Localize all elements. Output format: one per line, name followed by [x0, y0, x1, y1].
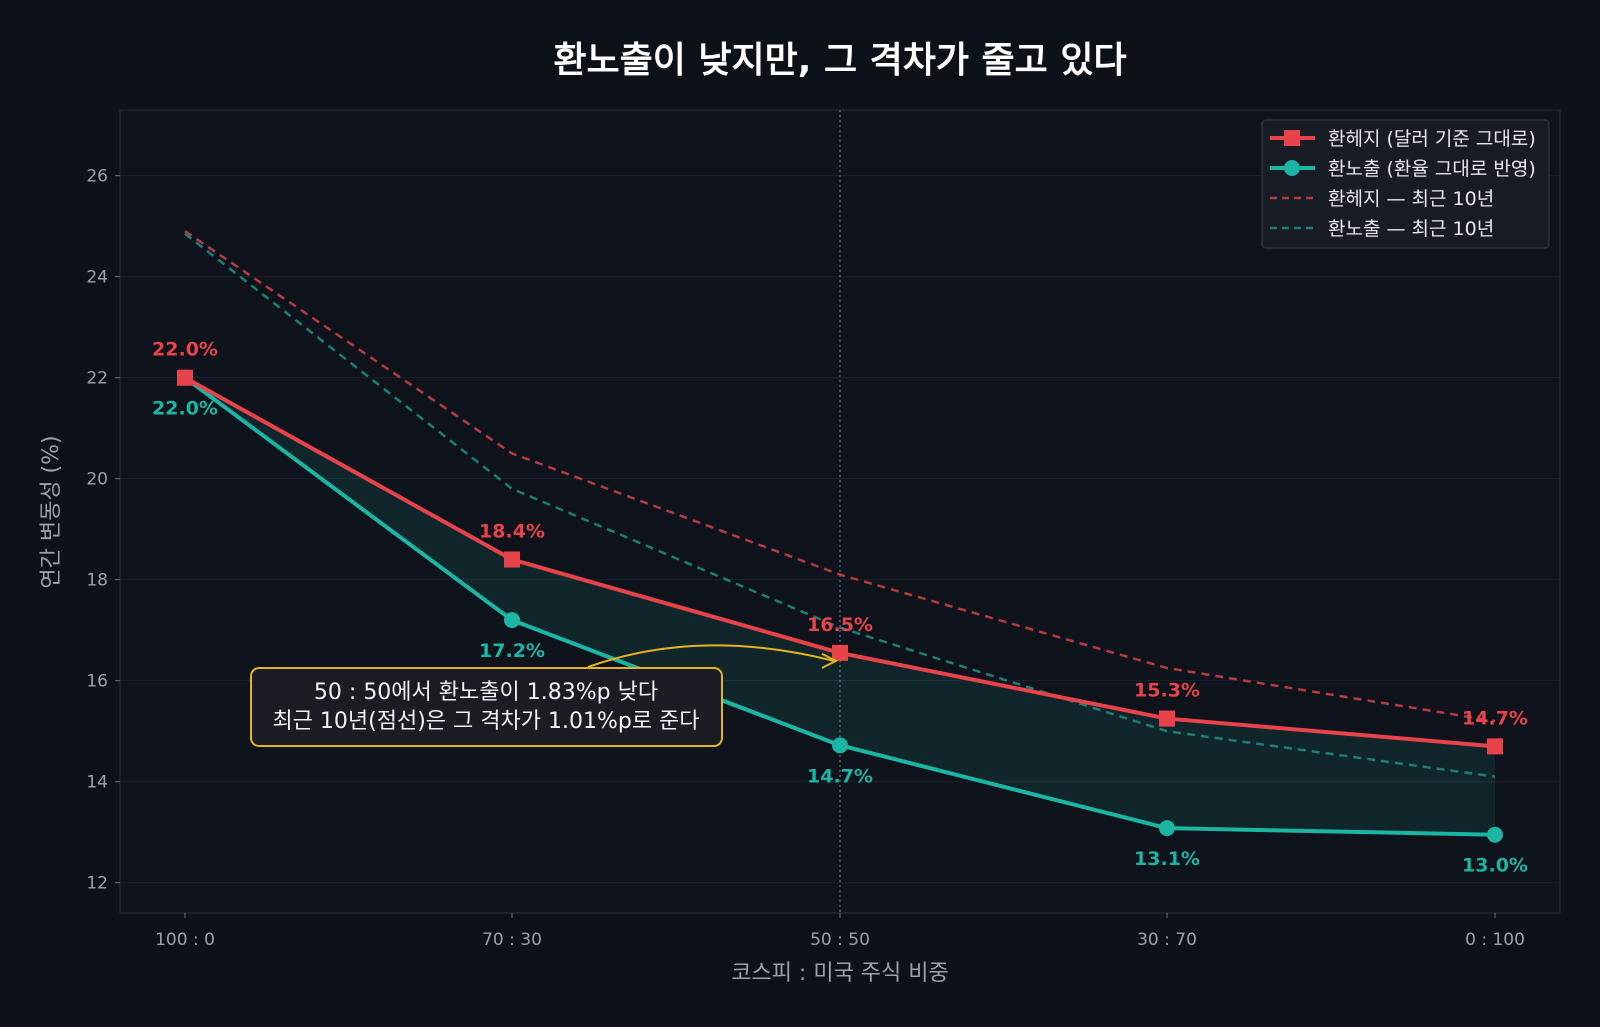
legend-label-unhedged-10y: 환노출 — 최근 10년: [1328, 218, 1494, 240]
y-tick-label-14: 14: [86, 773, 108, 793]
chart-title: 환노출이 낮지만, 그 격차가 줄고 있다: [553, 40, 1126, 81]
legend-label-hedged: 환헤지 (달러 기준 그대로): [1328, 128, 1536, 150]
annotation-arrow: [587, 644, 835, 668]
y-tick-label-20: 20: [86, 470, 108, 490]
legend: 환헤지 (달러 기준 그대로) 환노출 (환율 그대로 반영) 환헤지 — 최근…: [1261, 119, 1550, 249]
x-axis-ticks: 100 : 0 70 : 30 50 : 50 30 : 70 0 : 100: [155, 913, 1525, 950]
data-label-hedged-4: 14.7%: [1462, 707, 1528, 729]
annotation-line-1: 50 : 50에서 환노출이 1.83%p 낮다: [314, 680, 658, 705]
series-1-marker-2: [832, 737, 848, 754]
x-tick-label-2: 50 : 50: [810, 930, 870, 950]
y-axis-ticks: 12 14 16 18 20 22 24 26: [86, 167, 120, 894]
data-label-hedged-1: 18.4%: [479, 520, 545, 542]
series-0-marker-2: [832, 644, 848, 661]
grid: [120, 175, 1560, 884]
annotation-arrowhead: [821, 653, 839, 669]
legend-marker-hedged: [1284, 130, 1300, 146]
series-0-marker-1: [504, 551, 520, 568]
y-tick-label-18: 18: [86, 571, 108, 591]
y-tick-label-24: 24: [86, 268, 108, 288]
y-tick-label-22: 22: [86, 369, 108, 389]
series-line-2: [184, 230, 1496, 723]
y-tick-label-12: 12: [86, 874, 108, 894]
y-axis-title: 연간 변동성 (%): [39, 435, 64, 588]
y-tick-label-26: 26: [86, 167, 108, 187]
series-0-marker-3: [1159, 710, 1175, 727]
annotation: 50 : 50에서 환노출이 1.83%p 낮다 최근 10년(점선)은 그 격…: [250, 644, 839, 747]
series-0-marker-0: [177, 369, 193, 386]
series-0-marker-4: [1487, 738, 1503, 755]
x-tick-label-0: 100 : 0: [155, 930, 215, 950]
x-axis-title: 코스피 : 미국 주식 비중: [731, 961, 949, 986]
x-tick-label-4: 0 : 100: [1465, 930, 1525, 950]
series-line-3: [184, 232, 1496, 778]
series-1-marker-1: [504, 612, 520, 629]
legend-label-hedged-10y: 환헤지 — 최근 10년: [1328, 188, 1494, 210]
data-labels: 22.0% 18.4% 16.5% 15.3% 14.7% 22.0% 17.2% 14.7%…: [152, 339, 1528, 877]
annotation-box: [250, 667, 723, 747]
x-tick-label-3: 30 : 70: [1137, 930, 1197, 950]
data-label-unhedged-1: 17.2%: [479, 640, 545, 662]
legend-box: [1261, 119, 1550, 249]
data-label-unhedged-0: 22.0%: [152, 398, 218, 420]
series-1-marker-3: [1159, 820, 1175, 837]
legend-label-unhedged: 환노출 (환율 그대로 반영): [1328, 158, 1536, 180]
data-label-unhedged-2: 14.7%: [807, 765, 873, 787]
data-label-hedged-2: 16.5%: [807, 614, 873, 636]
data-label-hedged-0: 22.0%: [152, 339, 218, 361]
legend-marker-unhedged: [1284, 160, 1300, 176]
y-tick-label-16: 16: [86, 672, 108, 692]
data-label-unhedged-3: 13.1%: [1134, 848, 1200, 870]
x-tick-label-1: 70 : 30: [482, 930, 542, 950]
annotation-line-2: 최근 10년(점선)은 그 격차가 1.01%p로 준다: [272, 709, 699, 734]
data-label-unhedged-4: 13.0%: [1462, 855, 1528, 877]
series-layer: [177, 230, 1503, 843]
series-1-marker-4: [1487, 826, 1503, 843]
data-label-hedged-3: 15.3%: [1134, 680, 1200, 702]
